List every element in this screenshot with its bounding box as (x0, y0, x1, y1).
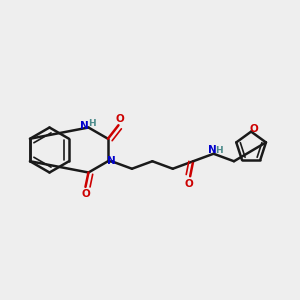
Text: O: O (185, 178, 194, 189)
Text: O: O (249, 124, 258, 134)
Text: N: N (208, 145, 217, 155)
Text: O: O (81, 189, 90, 199)
Text: O: O (116, 114, 124, 124)
Text: H: H (215, 146, 223, 154)
Text: H: H (88, 118, 95, 127)
Text: N: N (80, 121, 89, 131)
Text: N: N (107, 156, 116, 166)
